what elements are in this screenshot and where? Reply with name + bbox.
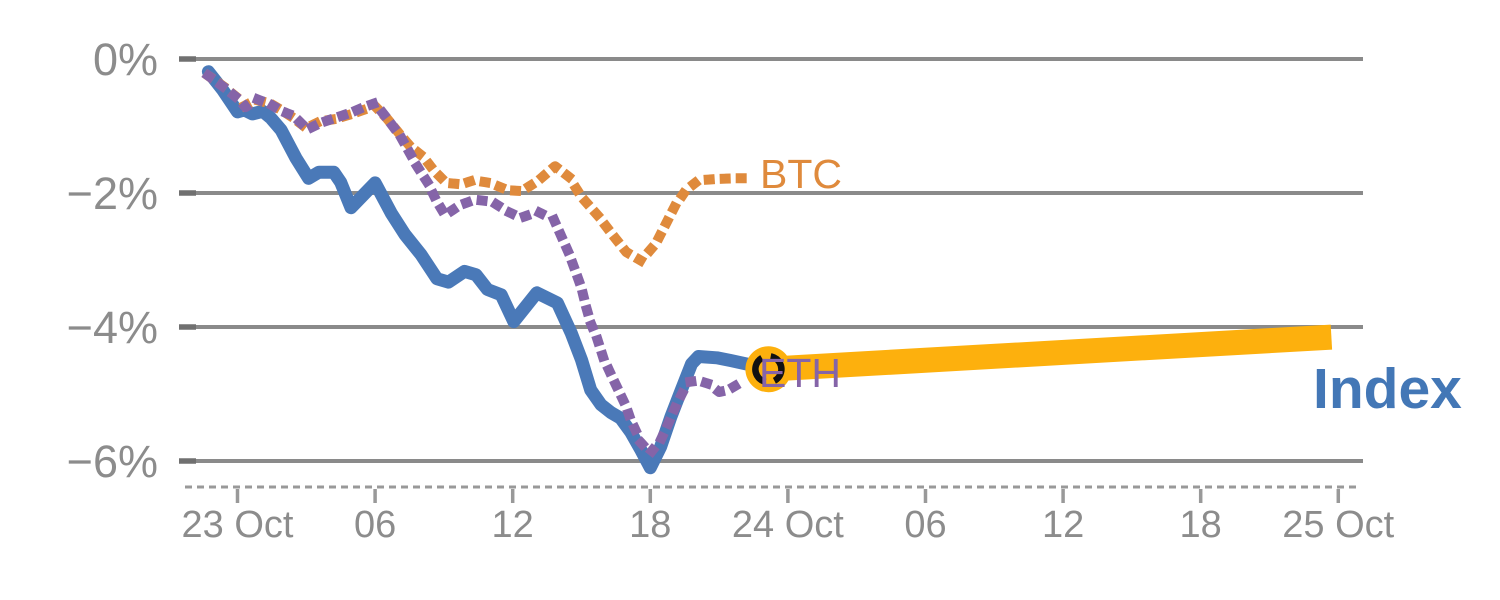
y-tick-label: −2% bbox=[67, 168, 158, 219]
series-label-btc: BTC bbox=[760, 151, 842, 197]
series-btc-line bbox=[201, 68, 759, 266]
x-tick-label: 12 bbox=[492, 504, 534, 546]
x-tick-label: 24 Oct bbox=[732, 504, 844, 546]
series-index-line bbox=[201, 65, 774, 475]
x-tick-label: 23 Oct bbox=[182, 504, 294, 546]
series-label-index: Index bbox=[1313, 357, 1462, 421]
x-tick-label: 06 bbox=[354, 504, 396, 546]
x-tick-label: 12 bbox=[1042, 504, 1084, 546]
x-tick-label: 18 bbox=[1180, 504, 1222, 546]
x-tick-label: 25 Oct bbox=[1282, 504, 1394, 546]
x-tick-label: 18 bbox=[629, 504, 671, 546]
series-index-projection-line bbox=[767, 324, 1333, 382]
x-tick-label: 06 bbox=[904, 504, 946, 546]
y-tick-label: −6% bbox=[67, 436, 158, 487]
series-label-eth: ETH bbox=[759, 350, 841, 396]
current-point-marker-ring bbox=[752, 352, 785, 386]
y-tick-label: −4% bbox=[67, 302, 158, 353]
series-eth-line bbox=[201, 68, 754, 458]
y-tick-label: 0% bbox=[93, 34, 158, 85]
